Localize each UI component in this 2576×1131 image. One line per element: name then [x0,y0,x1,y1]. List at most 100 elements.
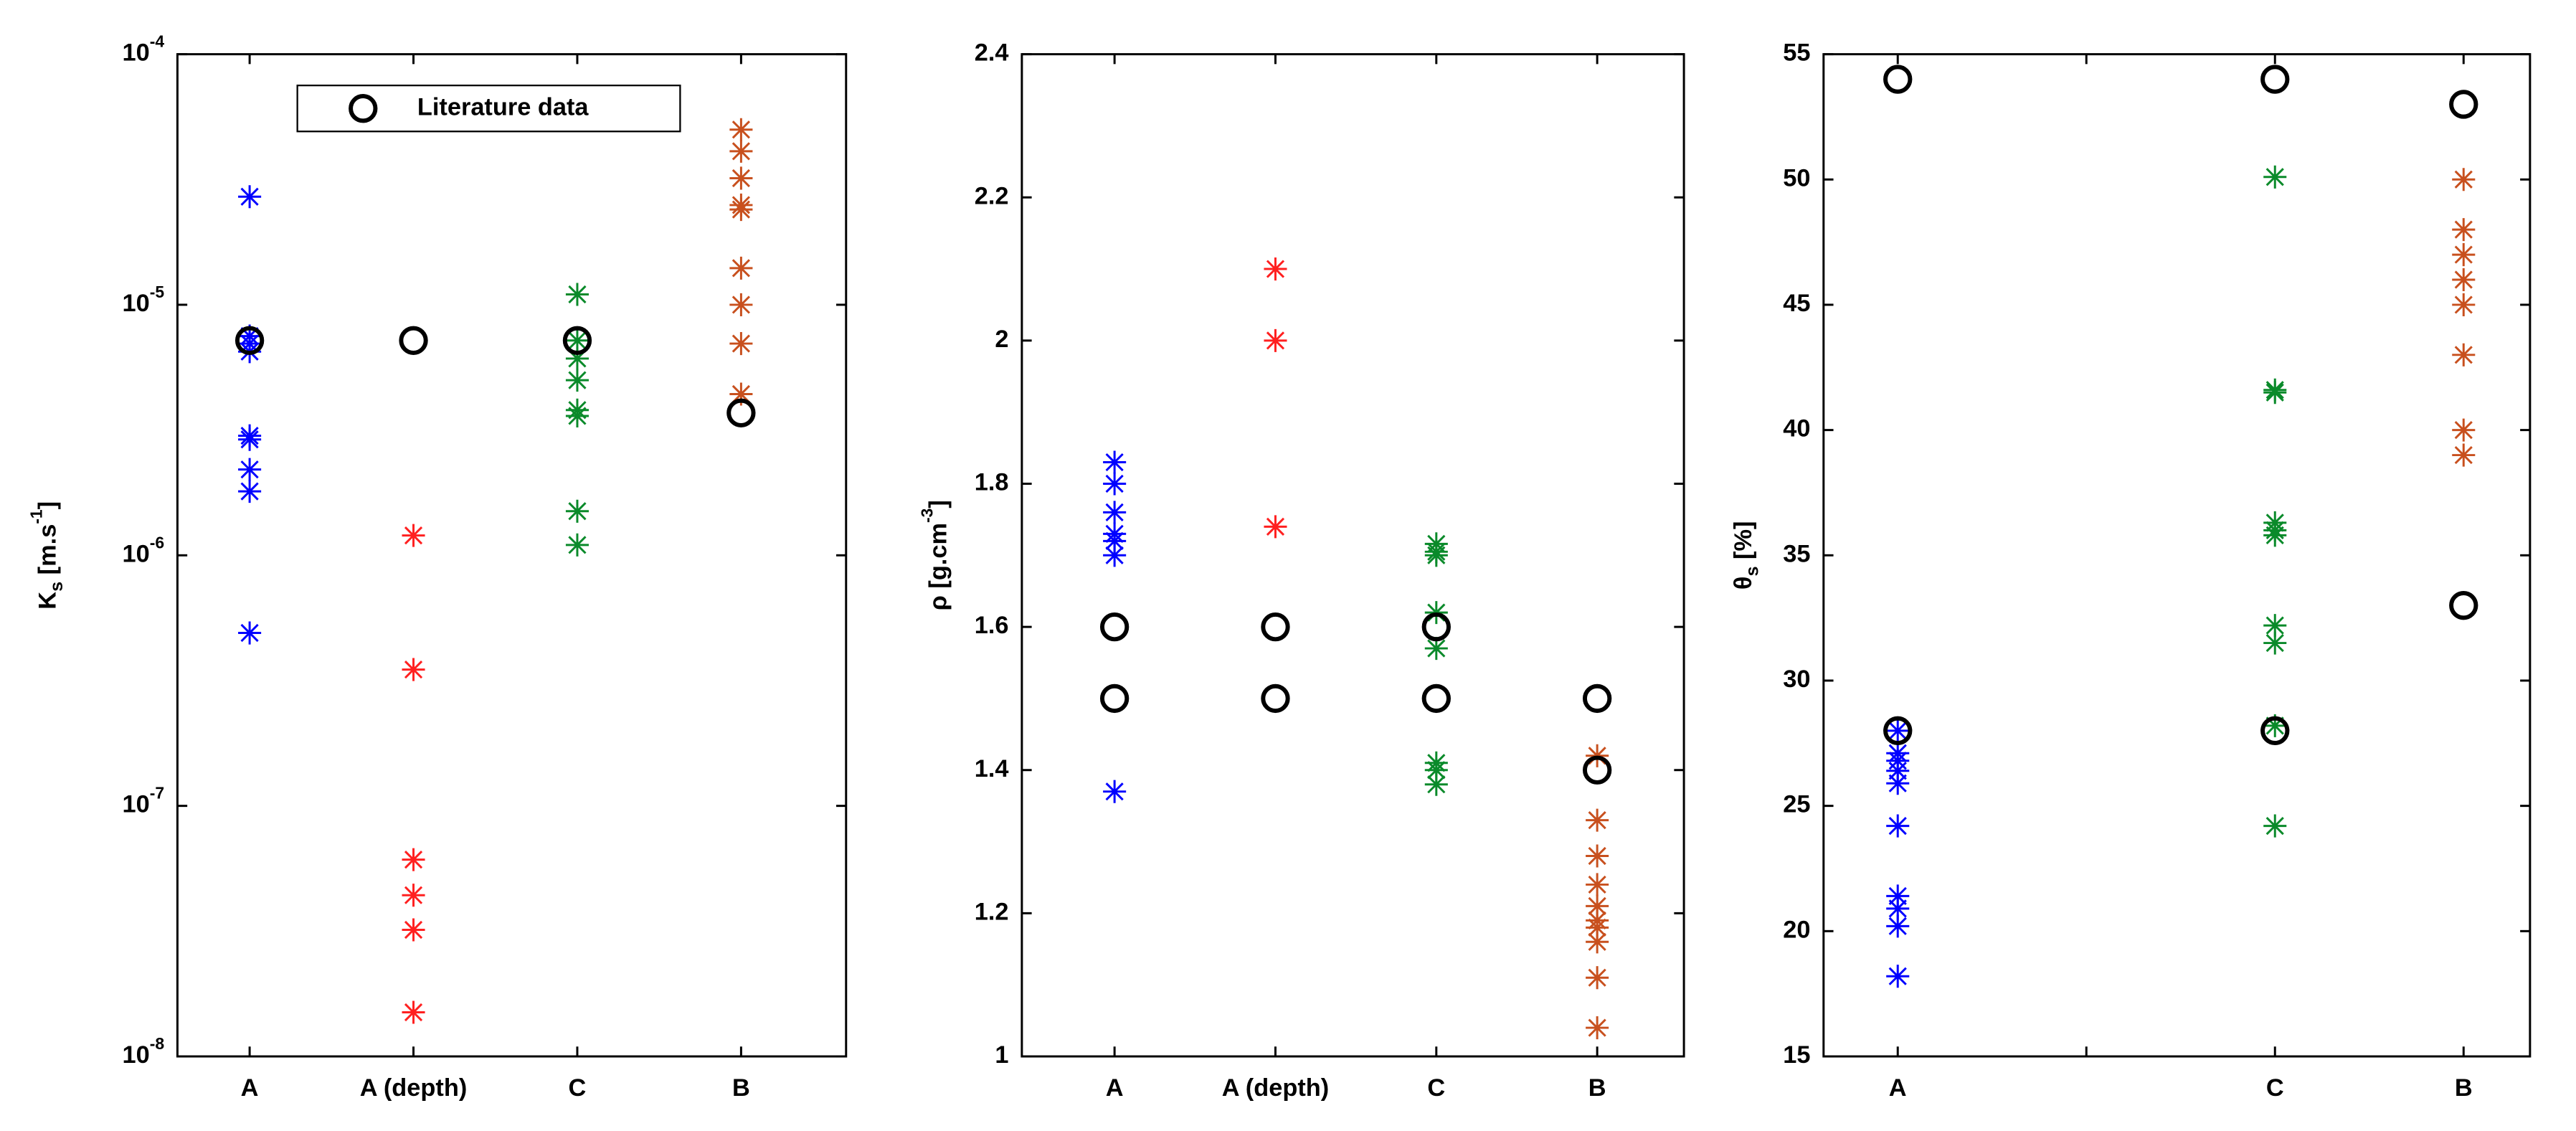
x-tick-label: B [1588,1074,1606,1102]
y-axis-label-part: [%] [1730,521,1757,567]
measured-point [1264,257,1287,281]
measured-point [2452,218,2476,242]
measured-point [402,524,425,547]
measured-point [1586,894,1609,918]
y-axis-label: Ks [m.s-1] [27,501,67,610]
y-tick-base: 10 [123,290,150,317]
measured-point [1886,814,1910,838]
y-tick-base: 10 [123,1041,150,1069]
measured-point [729,382,753,406]
measured-point [1586,916,1609,940]
y-tick-exponent: -7 [150,784,164,803]
literature-point [1883,65,1913,94]
measured-point [1586,873,1609,896]
measured-point [2263,614,2287,638]
y-axis-label-part: θ [1730,577,1757,590]
x-tick-label: C [2266,1074,2284,1102]
literature-point [2260,65,2290,94]
y-axis-label-part: s [1742,566,1762,576]
y-tick-label: 55 [1783,39,1810,67]
y-tick-label: 2 [995,326,1008,353]
measured-point [1886,914,1910,938]
x-tick-label: A [1889,1074,1907,1102]
measured-point [1886,965,1910,988]
y-tick-label: 30 [1783,666,1810,693]
x-tick-label: C [569,1074,587,1102]
measured-point [2452,243,2476,267]
measured-point [2263,381,2287,404]
measured-point [1424,758,1448,782]
measured-point [1264,328,1287,352]
measured-point [1424,637,1448,661]
measured-point [2452,168,2476,191]
measured-point [2263,631,2287,655]
measured-point [1586,844,1609,868]
x-tick-label: A [1106,1074,1124,1102]
y-tick-label: 50 [1783,164,1810,191]
literature-point [1099,612,1130,642]
measured-point [238,185,262,209]
plot-frame [1021,53,1685,1058]
literature-point [726,398,756,427]
y-axis-label: θs [%] [1730,521,1762,590]
measured-point [2452,268,2476,292]
y-axis-label-part: -1 [27,509,46,524]
y-tick-label: 10-6 [123,533,165,567]
measured-point [1886,772,1910,795]
y-tick-label: 15 [1783,1041,1810,1069]
measured-point [1264,515,1287,539]
y-tick-base: 10 [123,540,150,567]
measured-point [1103,472,1127,496]
y-tick-label: 45 [1783,290,1810,317]
measured-point [1886,884,1910,908]
legend-box [296,84,681,133]
measured-point [238,480,262,503]
measured-point [402,658,425,681]
measured-point [1424,544,1448,567]
y-tick-label: 10-7 [123,784,165,818]
measured-point [729,166,753,190]
measured-point [1886,759,1910,782]
measured-point [238,621,262,645]
y-tick-label: 1.2 [975,898,1009,925]
literature-point [235,326,265,355]
plot-frame [1822,53,2532,1058]
y-tick-exponent: -6 [150,533,164,552]
literature-point [1261,683,1290,714]
literature-point [2260,716,2290,746]
y-tick-label: 2.4 [975,39,1009,67]
x-tick-label: B [732,1074,750,1102]
measured-point [565,328,589,352]
measured-point [729,118,753,141]
measured-point [1424,772,1448,796]
x-tick-label: C [1427,1074,1445,1102]
measured-point [565,346,589,370]
measured-point [565,283,589,306]
measured-point [1103,529,1127,553]
measured-point [238,458,262,481]
x-tick-label: A [241,1074,259,1102]
measured-point [1103,780,1127,803]
literature-point [562,326,592,355]
y-tick-label: 1.8 [975,469,1009,496]
measured-point [2452,293,2476,316]
measured-point [729,293,753,316]
y-axis-label-part: [m.s [34,524,62,582]
measured-point [1586,1016,1609,1040]
measured-point [1103,450,1127,474]
literature-point [2449,591,2478,620]
literature-point [399,326,428,355]
y-tick-label: 10-4 [123,32,165,67]
measured-point [1586,966,1609,990]
measured-point [402,1000,425,1024]
y-tick-base: 10 [123,39,150,67]
literature-point [1261,612,1290,642]
measured-point [402,918,425,942]
measured-point [1586,930,1609,954]
measured-point [729,198,753,222]
legend-label: Literature data [417,93,589,120]
measured-point [729,139,753,163]
literature-point [1421,683,1451,714]
measured-point [2263,524,2287,547]
